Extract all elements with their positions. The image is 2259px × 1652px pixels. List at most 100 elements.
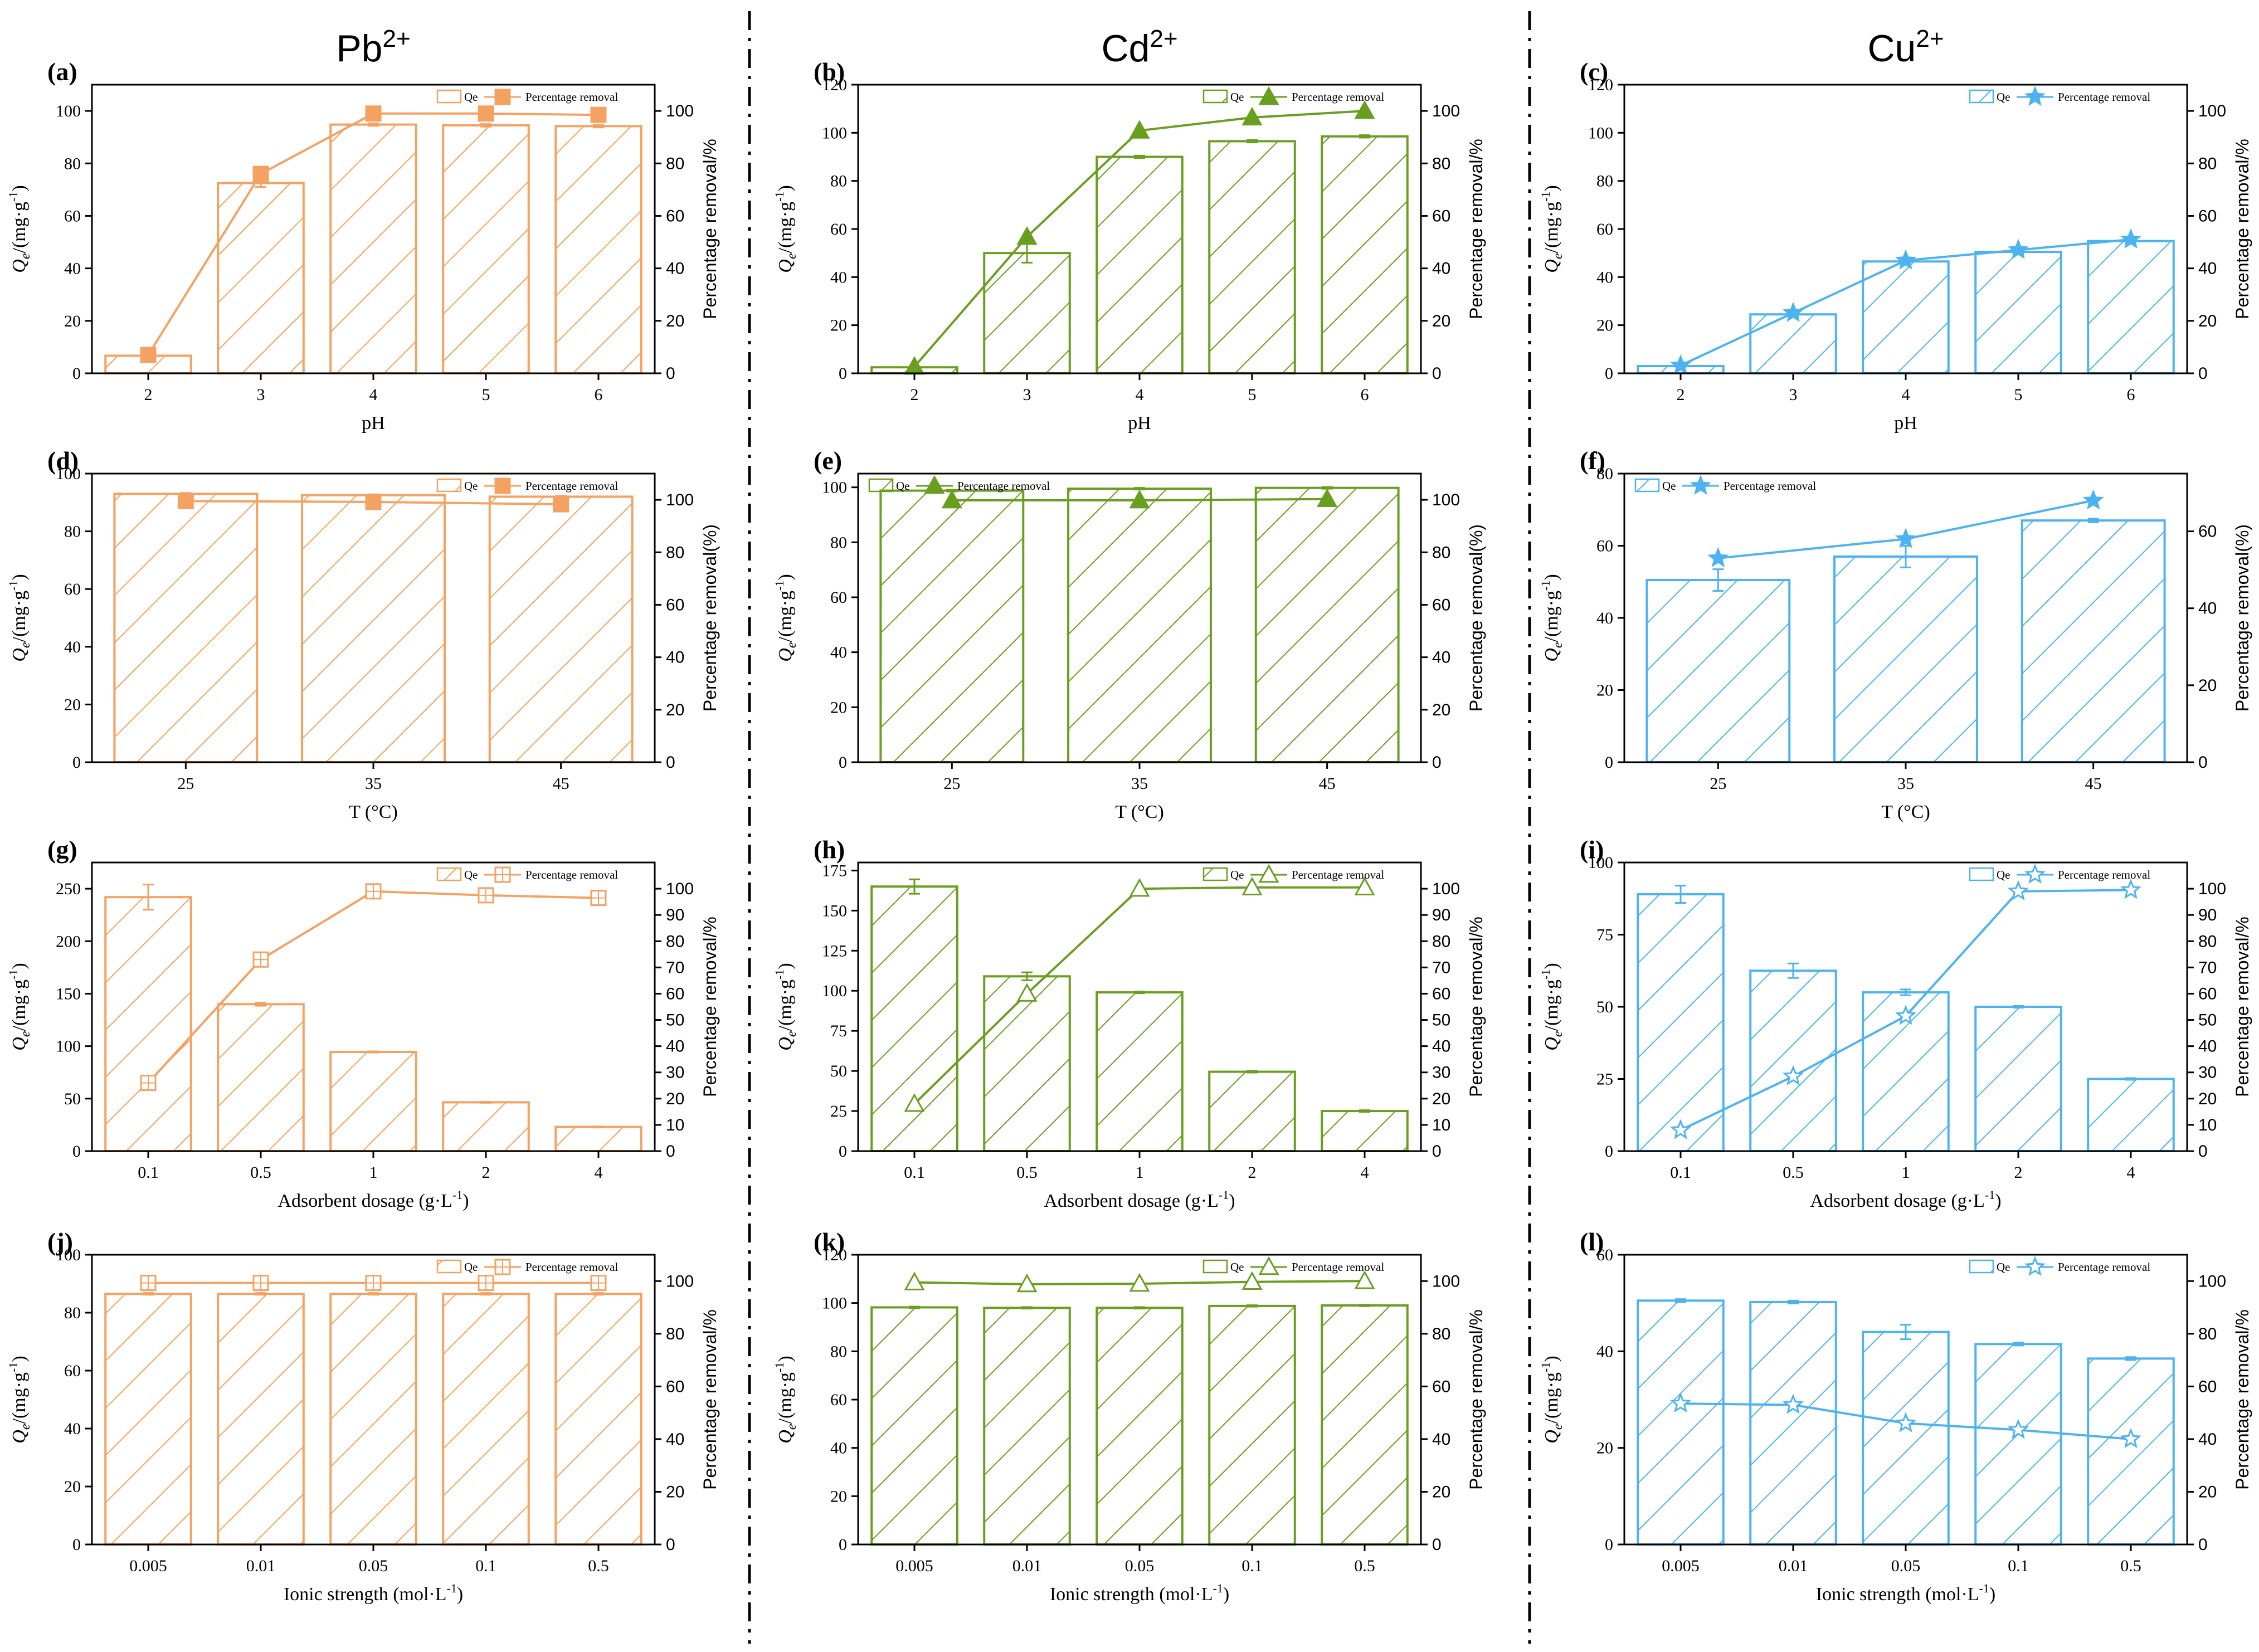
error-bar — [2125, 1077, 2136, 1081]
error-bar — [255, 1292, 266, 1296]
right-tick-label: 60 — [2198, 523, 2217, 541]
error-bar — [1247, 1304, 1258, 1308]
error-bar — [1675, 884, 1686, 904]
right-tick-label: 20 — [666, 1483, 684, 1501]
right-tick-label: 80 — [2198, 154, 2217, 173]
right-tick-label: 40 — [2198, 1430, 2217, 1449]
x-tick-label: 0.005 — [1662, 1557, 1700, 1575]
right-axis-title: Percentage removal/% — [700, 917, 720, 1097]
panel-letter: (c) — [1580, 57, 1608, 86]
left-tick-label: 80 — [1596, 465, 1613, 483]
error-bar — [1900, 1324, 1911, 1341]
bar-5 — [1974, 251, 2062, 374]
right-tick-label: 30 — [666, 1064, 684, 1082]
legend: Qe Percentage removal — [1202, 864, 1384, 883]
right-tick-label: 20 — [666, 1090, 684, 1108]
legend-marker — [1258, 1256, 1279, 1275]
right-tick-label: 60 — [666, 207, 684, 225]
left-tick-label: 120 — [1588, 76, 1613, 94]
x-tick-label: 5 — [2014, 386, 2023, 404]
error-bar — [909, 878, 920, 895]
right-tick-label: 100 — [666, 491, 694, 509]
panel-i: (i) 0 25 50 75 100 0 10 20 30 40 50 60 70 80 90 100 0.1 0.… — [1539, 835, 2252, 1211]
panel-letter: (b) — [814, 57, 845, 86]
error-bar — [1788, 962, 1799, 979]
error-bar — [1247, 1070, 1258, 1074]
left-tick-label: 100 — [822, 982, 847, 1000]
right-tick-label: 50 — [666, 1011, 684, 1030]
legend: Qe Percentage removal — [436, 477, 618, 494]
legend-removal: Percentage removal — [1292, 90, 1384, 104]
left-tick-label: 100 — [822, 1294, 847, 1313]
right-tick-label: 100 — [666, 1272, 694, 1290]
right-tick-label: 0 — [666, 1536, 675, 1554]
bar-0.05 — [1862, 1331, 1950, 1546]
right-tick-label: 50 — [1432, 1011, 1450, 1030]
panel-a: (a) 0 20 40 60 80 100 0 20 40 60 80 100 2 3 4 5 6 pH Qe/(mg… — [6, 57, 720, 433]
legend-removal: Percentage removal — [525, 479, 618, 493]
removal-marker-5 — [2007, 238, 2029, 259]
x-tick-label: 0.1 — [2008, 1557, 2029, 1575]
x-tick-label: 25 — [1710, 774, 1726, 793]
bar-3 — [983, 252, 1071, 374]
left-tick-label: 40 — [64, 638, 81, 656]
removal-marker-3 — [1016, 226, 1038, 245]
x-tick-label: 25 — [177, 774, 194, 793]
left-tick-label: 150 — [822, 901, 847, 920]
left-tick-label: 80 — [64, 154, 81, 173]
left-tick-label: 100 — [56, 1037, 81, 1056]
panel-d: (d) 0 20 40 60 80 100 0 20 40 60 80 100 25 35 45 T (°C) Q… — [6, 446, 720, 822]
left-tick-label: 50 — [830, 1062, 847, 1080]
removal-marker-0.5 — [1354, 1270, 1375, 1289]
removal-marker-35 — [1895, 528, 1917, 548]
ion-title-cu: Cu2+ — [1867, 25, 1944, 70]
panel-f: (f) 0 20 40 60 80 0 20 40 60 25 35 45 T (°C) Qe/(mg·g-… — [1539, 446, 2252, 822]
right-tick-label: 70 — [2198, 958, 2217, 977]
x-tick-label: 0.1 — [1242, 1557, 1263, 1575]
left-tick-label: 40 — [1596, 609, 1613, 627]
bar-35 — [1067, 488, 1212, 764]
legend-qe: Qe — [464, 868, 478, 881]
error-bar — [2013, 1342, 2024, 1347]
left-tick-label: 20 — [64, 695, 81, 714]
panel-c: (c) 0 20 40 60 80 100 120 0 20 40 60 80 100 2 3 4 5 6 pH Qe/… — [1539, 57, 2252, 433]
x-tick-label: 1 — [1902, 1163, 1910, 1182]
removal-marker-1 — [1129, 878, 1150, 897]
removal-marker-0.1 — [1242, 1271, 1263, 1290]
legend-marker — [924, 475, 945, 494]
bar-0.1 — [104, 896, 192, 1153]
left-tick-label: 100 — [1588, 124, 1613, 142]
x-axis-title: pH — [1894, 413, 1917, 433]
legend: Qe Percentage removal — [436, 1259, 618, 1275]
right-axis-title: Percentage removal/% — [700, 1309, 720, 1490]
panel-letter: (i) — [1580, 835, 1604, 864]
x-tick-label: 0.1 — [475, 1557, 496, 1575]
error-bar — [1134, 991, 1145, 995]
left-tick-label: 80 — [64, 1304, 81, 1322]
left-tick-label: 20 — [1596, 316, 1613, 335]
error-bar — [1134, 487, 1145, 491]
x-axis-title: Ionic strength (mol·L-1) — [1816, 1581, 1995, 1605]
right-tick-label: 90 — [1432, 906, 1450, 924]
error-bar — [1359, 1109, 1370, 1113]
x-tick-label: 0.05 — [359, 1557, 388, 1575]
error-bar — [1788, 1299, 1799, 1305]
error-bar — [1359, 1304, 1370, 1307]
x-tick-label: 0.1 — [138, 1163, 159, 1182]
left-tick-label: 60 — [64, 1362, 81, 1380]
right-tick-label: 20 — [666, 312, 684, 330]
removal-marker-0.5 — [1782, 1065, 1804, 1085]
left-axis-title: Qe/(mg·g-1) — [1539, 574, 1565, 661]
error-bar — [2125, 1356, 2136, 1361]
left-axis-title: Qe/(mg·g-1) — [6, 185, 33, 272]
right-tick-label: 100 — [1432, 491, 1460, 509]
left-tick-label: 175 — [822, 861, 847, 880]
right-tick-label: 80 — [666, 154, 684, 173]
error-bar — [1134, 1306, 1145, 1310]
left-tick-label: 0 — [1605, 1536, 1613, 1554]
x-tick-label: 4 — [1361, 1163, 1369, 1182]
right-tick-label: 40 — [666, 649, 684, 667]
left-tick-label: 20 — [830, 1487, 847, 1505]
x-tick-label: 0.5 — [2120, 1557, 2141, 1575]
